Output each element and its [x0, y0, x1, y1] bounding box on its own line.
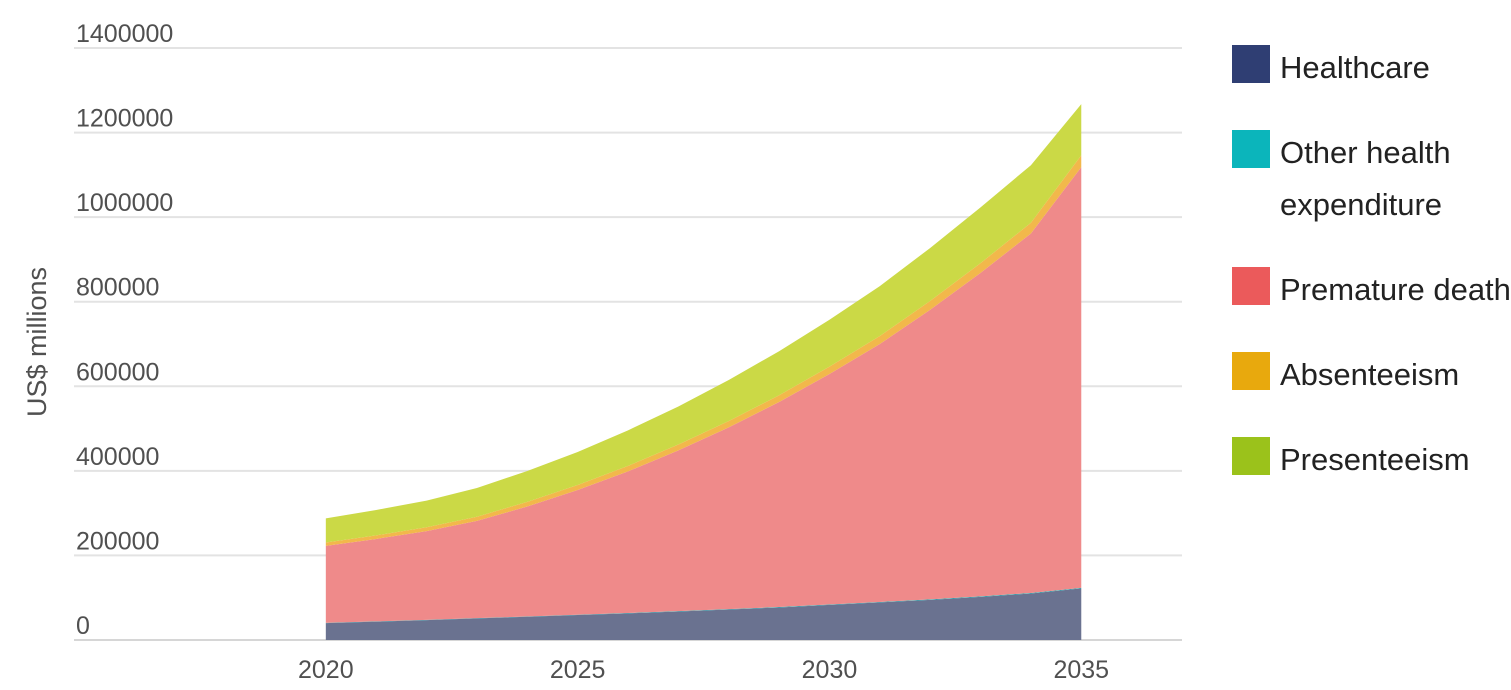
y-tick-label: 800000 [76, 274, 159, 302]
y-tick-label: 600000 [76, 358, 159, 386]
y-tick-label: 1400000 [76, 20, 173, 48]
x-tick-label: 2020 [298, 656, 354, 684]
y-tick-label: 1200000 [76, 105, 173, 133]
legend-swatch [1232, 437, 1270, 475]
area-premature-death [325, 167, 1082, 623]
legend-label: Other health expenditure [1280, 135, 1451, 222]
legend: Healthcare Other health expenditure Prem… [1232, 42, 1511, 519]
x-tick-label: 2030 [802, 656, 858, 684]
area-healthcare [325, 588, 1082, 640]
x-tick-label: 2025 [550, 656, 606, 684]
legend-item-premature-death: Premature death [1232, 264, 1511, 316]
legend-swatch [1232, 45, 1270, 83]
area-series [325, 104, 1082, 640]
y-tick-label: 0 [76, 612, 90, 640]
legend-item-other-health-expenditure: Other health expenditure [1232, 127, 1511, 231]
legend-swatch [1232, 130, 1270, 168]
y-tick-label: 400000 [76, 443, 159, 471]
y-tick-label: 200000 [76, 527, 159, 555]
y-axis-label: US$ millions [22, 267, 52, 417]
legend-label: Absenteeism [1280, 357, 1460, 392]
legend-swatch [1232, 352, 1270, 390]
legend-item-healthcare: Healthcare [1232, 42, 1511, 94]
legend-swatch [1232, 267, 1270, 305]
legend-item-absenteeism: Absenteeism [1232, 349, 1511, 401]
legend-label: Premature death [1280, 272, 1511, 307]
y-axis-ticks: 0 200000 400000 600000 800000 1000000 1200000 1… [76, 20, 173, 640]
x-axis-ticks: 2020 2025 2030 2035 [298, 656, 1109, 684]
legend-item-presenteeism: Presenteeism [1232, 434, 1511, 486]
legend-label: Presenteeism [1280, 442, 1470, 477]
x-tick-label: 2035 [1053, 656, 1109, 684]
legend-label: Healthcare [1280, 50, 1430, 85]
y-tick-label: 1000000 [76, 189, 173, 217]
